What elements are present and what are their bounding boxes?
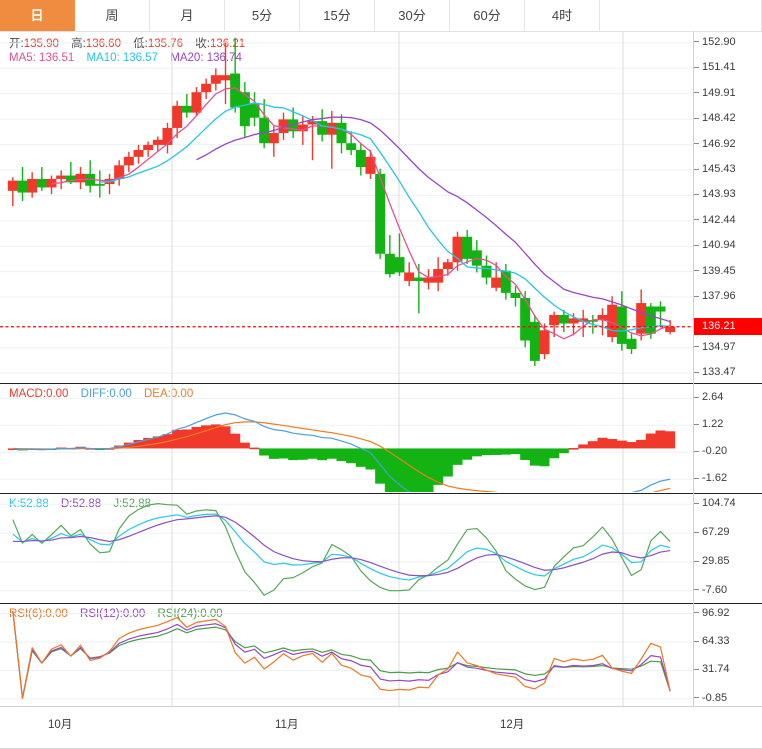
- dea-value: 0.00: [170, 388, 194, 400]
- candlestick-plot: [0, 31, 693, 383]
- open-value: 135.90: [23, 38, 59, 50]
- quote-info: 开:135.90 高:136.60 低:135.76 收:136.21 MA5:…: [0, 31, 693, 71]
- open-label: 开:: [9, 38, 24, 50]
- price-chart-panel[interactable]: [0, 31, 693, 383]
- ma20-label: MA20:: [170, 52, 204, 64]
- kdj-axis: 104.74 67.29 29.85 -7.60: [693, 494, 762, 602]
- x-label-november: 11月: [275, 719, 299, 731]
- rsi-tick: 31.74: [694, 663, 730, 675]
- price-tick: 139.45: [694, 265, 736, 277]
- macd-tick: -0.20: [694, 445, 727, 457]
- tab-month[interactable]: 月: [150, 0, 225, 31]
- rsi-tick: 64.33: [694, 635, 730, 647]
- price-tick: 148.42: [694, 112, 736, 124]
- price-tick: 145.43: [694, 163, 736, 175]
- ma-row: MA5: 136.51 MA10: 136.57 MA20: 136.74: [9, 52, 242, 64]
- diff-label: DIFF:: [80, 388, 110, 400]
- x-label-october: 10月: [48, 719, 73, 731]
- high-value: 136.60: [85, 38, 121, 50]
- price-tick: 146.92: [694, 138, 736, 150]
- rsi-plot: [0, 604, 693, 706]
- close-value: 136.21: [209, 38, 246, 50]
- price-tick: 137.96: [694, 290, 736, 302]
- x-label-december: 12月: [500, 719, 525, 731]
- rsi-tick: -0.85: [694, 692, 727, 704]
- price-tick: 151.41: [694, 61, 736, 73]
- tab-week[interactable]: 周: [75, 0, 150, 31]
- macd-chart-panel[interactable]: [0, 384, 693, 492]
- price-tick: 133.47: [694, 366, 736, 378]
- price-tick: 149.91: [694, 87, 736, 99]
- diff-value: 0.00: [109, 388, 132, 400]
- macd-label: MACD:: [9, 388, 47, 400]
- ma20-value: 136.74: [206, 52, 242, 64]
- rsi-tick: 96.92: [694, 607, 730, 619]
- low-label: 低:: [133, 38, 148, 50]
- price-tick: 152.90: [694, 36, 736, 48]
- price-tick: 142.44: [694, 214, 736, 226]
- tab-30min[interactable]: 30分: [375, 0, 450, 31]
- rsi-axis: 96.92 64.33 31.74 -0.85: [693, 604, 762, 706]
- kdj-chart-panel[interactable]: [0, 494, 693, 602]
- ma5-value: 136.51: [39, 52, 75, 64]
- kdj-tick: 104.74: [694, 497, 736, 509]
- kdj-tick: -7.60: [694, 584, 727, 596]
- macd-value: 0.00: [46, 388, 69, 400]
- tab-5min[interactable]: 5分: [225, 0, 300, 31]
- kdj-plot: [0, 494, 693, 602]
- tab-4hour[interactable]: 4时: [525, 0, 600, 31]
- macd-tick: 2.64: [694, 391, 723, 403]
- price-tick: 134.97: [694, 341, 736, 353]
- panel-divider-rsi: [0, 603, 762, 604]
- time-axis: 10月 11月 12月: [0, 706, 762, 749]
- macd-legend: MACD:0.00 DIFF:0.00 DEA:0.00: [9, 388, 193, 400]
- tab-15min[interactable]: 15分: [300, 0, 375, 31]
- price-tick: 143.93: [694, 188, 736, 200]
- ma10-value: 136.57: [122, 52, 159, 64]
- tab-60min[interactable]: 60分: [450, 0, 525, 31]
- current-price-badge: 136.21: [694, 318, 762, 336]
- kdj-tick: 29.85: [694, 555, 730, 567]
- tab-day[interactable]: 日: [0, 0, 75, 31]
- axis-separator: [693, 31, 694, 706]
- ma10-label: MA10:: [86, 52, 120, 64]
- macd-plot: [0, 384, 693, 492]
- macd-tick: 1.22: [694, 418, 723, 430]
- tabbar-filler: [600, 0, 762, 31]
- ohlc-row: 开:135.90 高:136.60 低:135.76 收:136.21: [9, 35, 245, 51]
- low-value: 135.76: [147, 38, 184, 50]
- high-label: 高:: [71, 38, 86, 50]
- timeframe-tabbar: 日 周 月 5分 15分 30分 60分 4时: [0, 0, 762, 32]
- macd-axis: 2.64 1.22 -0.20 -1.62: [693, 384, 762, 492]
- dea-label: DEA:: [144, 388, 171, 400]
- ma5-label: MA5:: [9, 52, 36, 64]
- close-label: 收:: [195, 38, 210, 50]
- panel-divider-kdj: [0, 493, 762, 494]
- macd-tick: -1.62: [694, 472, 727, 484]
- rsi-chart-panel[interactable]: [0, 604, 693, 706]
- panel-divider-macd: [0, 383, 762, 384]
- price-tick: 140.94: [694, 239, 736, 251]
- kdj-tick: 67.29: [694, 526, 730, 538]
- price-axis: 152.90 151.41 149.91 148.42 146.92 145.43 143.…: [693, 31, 762, 383]
